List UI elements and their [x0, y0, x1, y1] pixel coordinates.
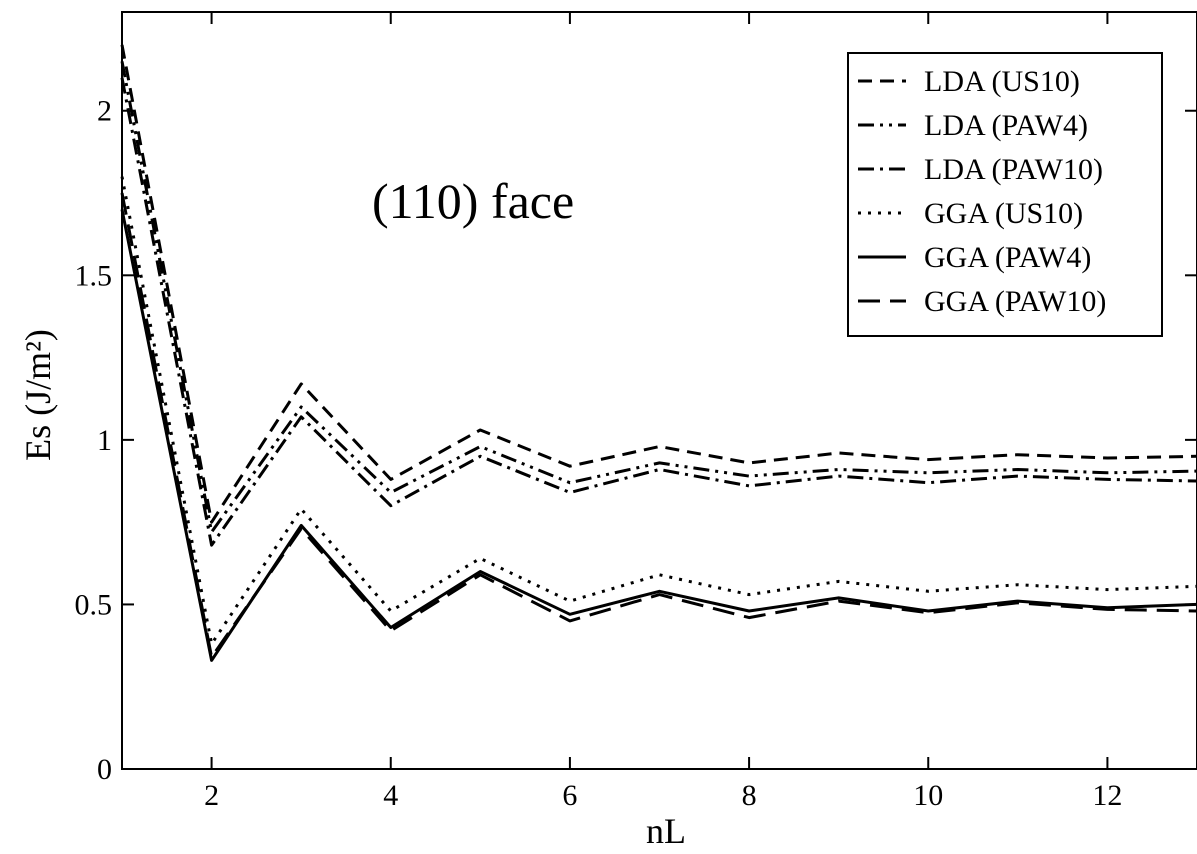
legend: LDA (US10) LDA (PAW4) LDA (PAW10) GGA (US10…	[847, 52, 1163, 337]
x-tick-label: 12	[1092, 779, 1122, 812]
x-tick-label: 10	[913, 779, 943, 812]
legend-box	[847, 52, 1163, 337]
y-axis-ticks: 0 0.5 1 1.5 2	[75, 95, 1197, 786]
series-line-3	[120, 77, 1197, 547]
x-tick-label: 6	[562, 779, 577, 812]
legend-items: LDA (US10) LDA (PAW4) LDA (PAW10) GGA (US10…	[858, 65, 1106, 318]
legend-label: LDA (US10)	[924, 65, 1080, 98]
legend-label: LDA (PAW10)	[924, 153, 1103, 186]
x-axis-label: nL	[646, 811, 686, 851]
series-line-6	[120, 192, 1197, 659]
legend-label: GGA (PAW4)	[924, 241, 1091, 274]
series-line-5	[120, 209, 1197, 662]
legend-label: LDA (PAW4)	[924, 109, 1088, 142]
x-tick-label: 2	[204, 779, 219, 812]
legend-label: GGA (PAW10)	[924, 285, 1106, 318]
y-tick-label: 1	[97, 424, 112, 457]
x-tick-label: 8	[742, 779, 757, 812]
plot-area	[121, 11, 1197, 770]
y-tick-label: 0	[97, 753, 112, 786]
legend-label: GGA (US10)	[924, 197, 1083, 230]
series-line-2	[120, 61, 1197, 534]
series-line-4	[120, 176, 1197, 646]
annotation-text: (110) face	[372, 173, 574, 229]
y-axis-label: Es (J/m²)	[18, 329, 58, 461]
series-layer	[120, 44, 1197, 662]
x-tick-label: 4	[383, 779, 398, 812]
y-tick-label: 1.5	[75, 259, 113, 292]
y-tick-label: 0.5	[75, 588, 113, 621]
series-line-1	[120, 44, 1197, 524]
x-axis-ticks: 2 4 6 8 10 12	[204, 12, 1122, 812]
y-tick-label: 2	[97, 95, 112, 128]
